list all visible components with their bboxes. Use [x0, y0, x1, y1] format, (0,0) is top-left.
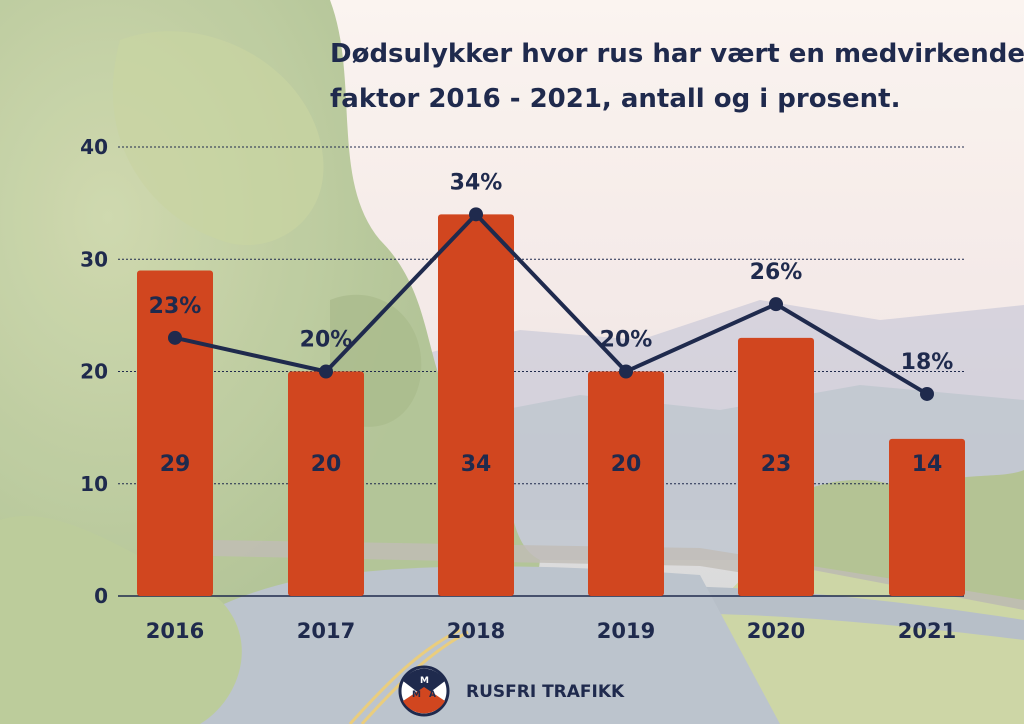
- x-category-label: 2016: [146, 619, 204, 643]
- percent-label: 20%: [600, 328, 653, 353]
- logo-letter-right: A: [429, 690, 436, 700]
- percent-label: 20%: [300, 328, 353, 353]
- y-tick-label: 20: [80, 360, 108, 384]
- percent-label: 26%: [750, 260, 803, 285]
- brand-block: M M A RUSFRI TRAFIKK: [398, 665, 625, 717]
- chart-title-line-1: Dødsulykker hvor rus har vært en medvirk…: [330, 39, 1024, 69]
- bar: [738, 337, 814, 596]
- percent-line-point: [920, 386, 934, 401]
- y-tick-label: 40: [80, 135, 108, 159]
- percent-label: 18%: [901, 350, 954, 375]
- percent-line-point: [619, 364, 633, 379]
- y-axis-tick-labels: 0 10 20 30 40: [80, 135, 108, 608]
- percent-label: 23%: [149, 294, 202, 319]
- bar-value-label: 34: [461, 452, 492, 477]
- bar-value-label: 20: [611, 452, 642, 477]
- brand-name: RUSFRI TRAFIKK: [466, 682, 625, 702]
- chart-title: Dødsulykker hvor rus har vært en medvirk…: [330, 39, 1024, 114]
- bar: [137, 270, 213, 596]
- bar: [588, 371, 664, 596]
- bar: [288, 371, 364, 596]
- x-category-label: 2018: [447, 619, 505, 643]
- x-category-label: 2021: [898, 619, 956, 643]
- logo-letter-left: M: [412, 690, 421, 700]
- y-tick-label: 0: [94, 584, 108, 608]
- bar-value-label: 14: [912, 452, 943, 477]
- percent-line: [174, 212, 929, 396]
- percent-label: 34%: [450, 170, 503, 195]
- percent-line-point: [168, 330, 182, 345]
- bar-value-label: 23: [761, 452, 792, 477]
- mma-shield-logo-icon: M M A: [398, 665, 450, 717]
- bar-value-label: 20: [311, 452, 342, 477]
- x-category-label: 2019: [597, 619, 655, 643]
- x-axis-tick-labels: 2016 2017 2018 2019 2020 2021: [146, 619, 956, 643]
- bar-value-label: 29: [160, 452, 191, 477]
- x-category-label: 2020: [747, 619, 805, 643]
- gridlines: [118, 146, 964, 597]
- logo-letter-top: M: [420, 676, 429, 686]
- y-tick-label: 30: [80, 247, 108, 271]
- bar: [889, 438, 965, 596]
- percent-line-point: [769, 297, 783, 312]
- chart-title-line-2: faktor 2016 - 2021, antall og i prosent.: [330, 84, 900, 114]
- percent-line-point: [469, 207, 483, 222]
- bar-series: [137, 214, 965, 596]
- y-tick-label: 10: [80, 472, 108, 496]
- x-category-label: 2017: [297, 619, 355, 643]
- bar: [438, 214, 514, 596]
- bar-value-labels: 29 20 34 20 23 14: [160, 452, 943, 477]
- percent-line-point: [319, 364, 333, 379]
- percent-line-series: 23% 20% 34% 20% 26% 18%: [149, 170, 954, 401]
